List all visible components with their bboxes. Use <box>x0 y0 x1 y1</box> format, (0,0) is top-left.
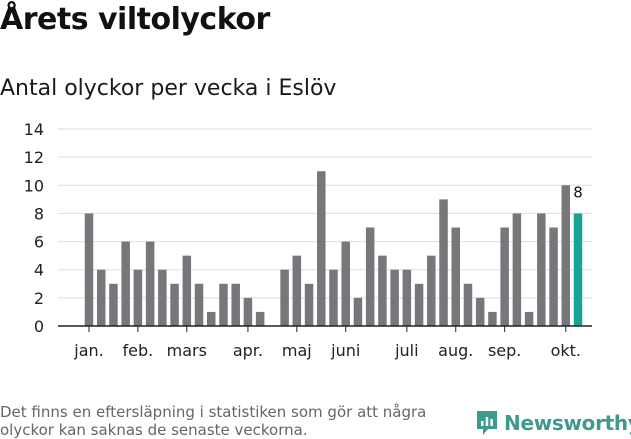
y-tick-label: 14 <box>24 120 44 139</box>
bar <box>121 241 130 326</box>
bar <box>414 283 424 326</box>
highlight-value-label: 8 <box>573 183 583 201</box>
bar <box>207 311 216 326</box>
bar <box>512 213 522 326</box>
bar <box>500 227 509 326</box>
bar <box>243 297 253 326</box>
x-tick-label: apr. <box>233 341 263 360</box>
bar <box>365 227 375 326</box>
x-tick-label: feb. <box>123 341 154 360</box>
bar <box>133 269 143 326</box>
x-tick-label: juli <box>394 341 418 360</box>
bar <box>109 283 118 326</box>
bar <box>158 269 167 326</box>
bar <box>439 199 448 326</box>
bar <box>524 311 534 326</box>
x-tick-label: jan. <box>73 341 103 360</box>
bar <box>378 255 387 326</box>
bar <box>427 255 436 326</box>
bar <box>475 297 485 326</box>
chart-title: Årets viltolyckor <box>0 2 270 37</box>
bar <box>549 227 558 326</box>
bar <box>170 283 179 326</box>
bar <box>353 297 363 326</box>
bar <box>451 227 460 326</box>
bar <box>463 283 473 326</box>
brand-name: Newsworthy <box>504 411 631 435</box>
bar-chart: 0 2 4 6 8 10 12 14 8 jan. feb. mars apr. maj juni juli a… <box>24 120 592 360</box>
x-tick-label: sep. <box>488 341 521 360</box>
bar <box>194 283 204 326</box>
y-tick-label: 2 <box>34 289 44 308</box>
chart-subtitle: Antal olyckor per vecka i Eslöv <box>0 76 337 101</box>
bar <box>402 269 412 326</box>
y-tick-label: 8 <box>34 204 44 223</box>
y-tick-label: 6 <box>34 233 44 252</box>
bar <box>231 283 240 326</box>
bar <box>488 311 497 326</box>
bar <box>317 171 326 326</box>
bar <box>182 255 192 326</box>
bar <box>329 269 338 326</box>
bar <box>341 241 350 326</box>
newsworthy-icon <box>477 411 497 435</box>
bar <box>280 269 289 326</box>
brand-logo: Newsworthy <box>476 408 631 438</box>
x-tick-label: okt. <box>551 341 581 360</box>
y-tick-label: 10 <box>24 176 44 195</box>
bar <box>145 241 155 326</box>
bar-highlight <box>573 213 583 326</box>
y-tick-label: 4 <box>34 261 44 280</box>
bar <box>84 213 94 326</box>
bar <box>219 283 228 326</box>
x-tick-label: maj <box>282 341 312 360</box>
bar <box>537 213 546 326</box>
x-tick-label: aug. <box>438 341 473 360</box>
x-tick-label: mars <box>167 341 207 360</box>
bar <box>390 269 399 326</box>
bar <box>304 283 314 326</box>
footnote: Det finns en eftersläpning i statistiken… <box>0 403 427 439</box>
y-tick-label: 0 <box>34 317 44 336</box>
bar <box>255 311 265 326</box>
bar <box>292 255 302 326</box>
y-tick-label: 12 <box>24 148 44 167</box>
bar <box>561 185 571 326</box>
bar <box>96 269 106 326</box>
x-tick-label: juni <box>330 341 360 360</box>
